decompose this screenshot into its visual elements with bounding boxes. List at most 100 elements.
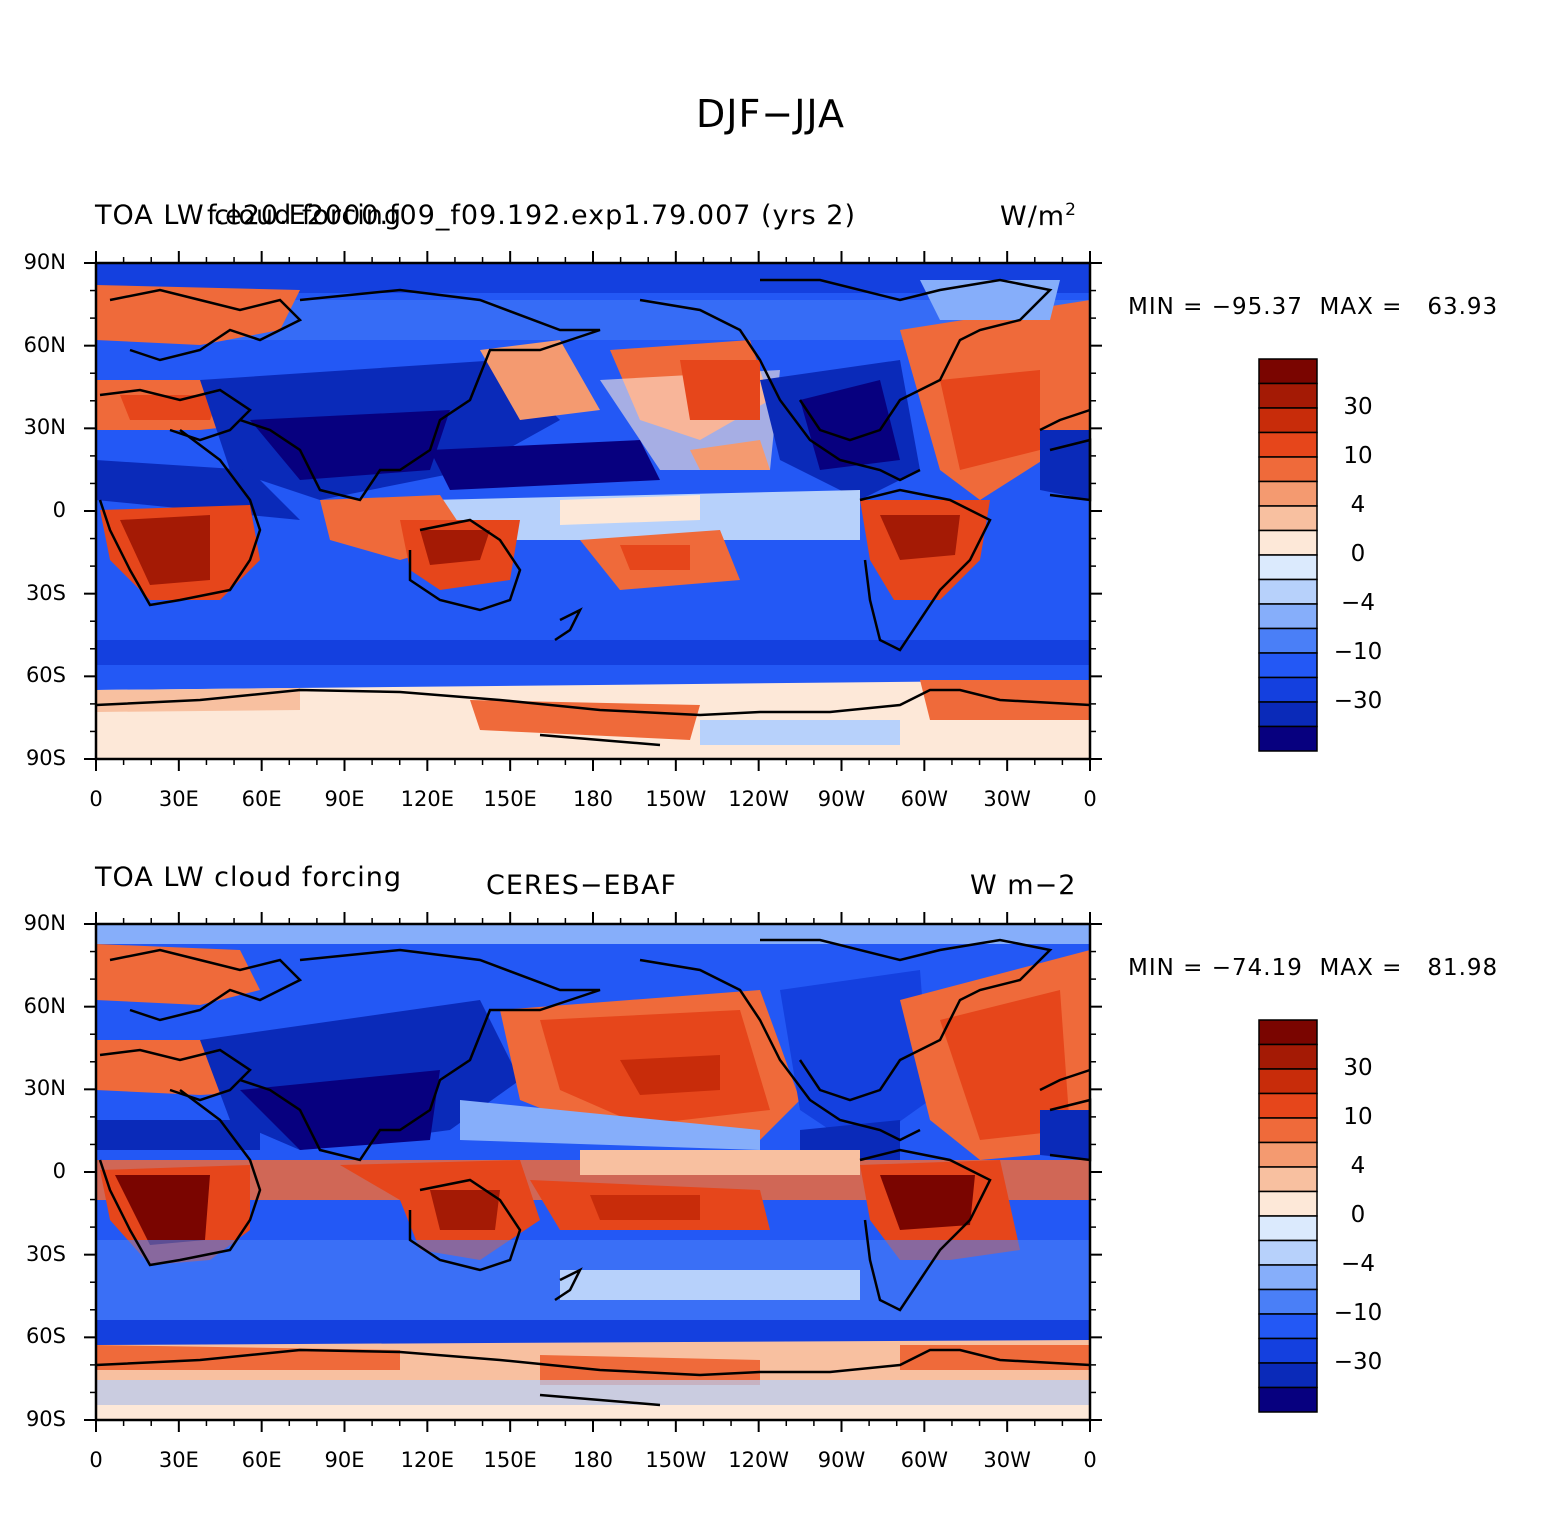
y-tick-label: 60N (23, 332, 66, 357)
colorbar-level (1258, 1215, 1318, 1242)
colorbar-level (1258, 1092, 1318, 1119)
x-tick-label: 150W (645, 1448, 707, 1472)
colorbar-level (1258, 578, 1318, 605)
x-tick-label: 90W (817, 1448, 866, 1472)
colorbar-level (1258, 358, 1318, 385)
colorbar-label: 4 (1350, 1153, 1366, 1179)
panel2-center-title: CERES−EBAF (486, 870, 678, 901)
y-tick-label: 30S (25, 580, 66, 605)
x-tick-label: 150E (483, 787, 537, 811)
x-tick-label: 120W (728, 787, 790, 811)
x-tick-label: 60W (900, 787, 949, 811)
y-tick-label: 90N (23, 250, 66, 274)
figure-title: DJF−JJA (696, 92, 845, 136)
colorbar-label: −4 (1341, 1251, 1375, 1277)
colorbar-level (1258, 1288, 1318, 1315)
colorbar-label: 10 (1343, 1104, 1373, 1130)
panel2-max-value: 81.98 (1427, 955, 1499, 981)
colorbar-label: 30 (1343, 1055, 1373, 1081)
colorbar-level (1258, 1166, 1318, 1193)
x-tick-label: 180 (572, 1448, 614, 1472)
x-tick-label: 120W (728, 1448, 790, 1472)
panel2-min-label: MIN = (1128, 955, 1212, 981)
panel1-min-label: MIN = (1128, 294, 1212, 320)
y-tick-label: 90N (23, 911, 66, 935)
panel2-right-title: W m−2 (970, 870, 1077, 901)
x-tick-label: 60E (241, 1448, 282, 1472)
panel1-units: W/m (1000, 201, 1066, 232)
panel2-ticks (84, 912, 1102, 1432)
panel2-left-title: TOA LW cloud forcing (95, 862, 402, 893)
colorbar-label: 0 (1350, 1202, 1366, 1228)
colorbar-level (1258, 603, 1318, 630)
x-tick-label: 90W (817, 787, 866, 811)
colorbar-swatches (1258, 358, 1318, 752)
y-tick-label: 30S (25, 1241, 66, 1266)
y-tick-label: 30N (23, 415, 66, 440)
y-tick-label: 30N (23, 1076, 66, 1101)
x-tick-label: 0 (1083, 787, 1097, 811)
x-tick-label: 150E (483, 1448, 537, 1472)
x-tick-label: 30W (983, 1448, 1031, 1472)
colorbar-level (1258, 480, 1318, 507)
panel1-colorbar: 30 10 4 0 −4 −10 −30 (1258, 358, 1458, 758)
panel1-max-label: MAX = (1319, 294, 1411, 320)
y-tick-label: 60S (25, 1324, 66, 1349)
colorbar-level (1258, 1239, 1318, 1266)
y-tick-label: 90S (25, 746, 66, 770)
x-tick-label: 120E (400, 1448, 454, 1472)
panel1-left-title: TOA LW cloud forcing (95, 200, 402, 231)
colorbar-label: −4 (1341, 590, 1375, 616)
x-tick-label: 90E (324, 1448, 365, 1472)
panel1-right-title: W/m2 (1000, 200, 1077, 232)
colorbar-level (1258, 1337, 1318, 1364)
x-tick-label: 60E (241, 787, 282, 811)
colorbar-level (1258, 431, 1318, 458)
x-tick-label: 90E (324, 787, 365, 811)
panel2-stats: MIN = −74.19 MAX = 81.98 (1128, 955, 1498, 981)
y-tick-label: 60S (25, 663, 66, 688)
colorbar-level (1258, 676, 1318, 703)
panel1-ticks (84, 251, 1102, 771)
colorbar-level (1258, 725, 1318, 752)
colorbar-level (1258, 1313, 1318, 1340)
colorbar-level (1258, 1264, 1318, 1291)
colorbar-level (1258, 1141, 1318, 1168)
colorbar-level (1258, 382, 1318, 409)
x-tick-label: 30E (158, 787, 199, 811)
colorbar-label: 0 (1350, 541, 1366, 567)
colorbar-level (1258, 1190, 1318, 1217)
colorbar-level (1258, 1117, 1318, 1144)
panel2-max-label: MAX = (1319, 955, 1411, 981)
x-tick-label: 0 (89, 1448, 103, 1472)
panel1-coastlines (95, 278, 1092, 747)
y-tick-label: 90S (25, 1407, 66, 1431)
panel1-min-value: −95.37 (1211, 294, 1303, 320)
colorbar-level (1258, 652, 1318, 679)
colorbar-level (1258, 1386, 1318, 1413)
panel1-units-sup: 2 (1065, 200, 1077, 220)
y-tick-label: 0 (52, 498, 66, 522)
panel2-min-value: −74.19 (1211, 955, 1303, 981)
panel2-colorbar: 30 10 4 0 −4 −10 −30 (1258, 1019, 1458, 1419)
colorbar-label: 30 (1343, 394, 1373, 420)
colorbar-level (1258, 1043, 1318, 1070)
colorbar-level (1258, 456, 1318, 483)
panel1-max-value: 63.93 (1427, 294, 1499, 320)
panel2-coastlines (95, 938, 1092, 1407)
y-tick-label: 0 (52, 1159, 66, 1183)
colorbar-level (1258, 1068, 1318, 1095)
colorbar-label: −10 (1333, 1300, 1383, 1326)
colorbar-level (1258, 1019, 1318, 1046)
colorbar-label: −10 (1333, 639, 1383, 665)
colorbar-label: 4 (1350, 492, 1366, 518)
x-tick-label: 30E (158, 1448, 199, 1472)
panel1-field (96, 263, 1090, 759)
colorbar-level (1258, 554, 1318, 581)
panel1-stats: MIN = −95.37 MAX = 63.93 (1128, 294, 1498, 320)
x-tick-label: 180 (572, 787, 614, 811)
panel1-center-title: f.e20.E2000.f09_f09.192.exp1.79.007 (yrs… (207, 200, 856, 231)
colorbar-level (1258, 1362, 1318, 1389)
